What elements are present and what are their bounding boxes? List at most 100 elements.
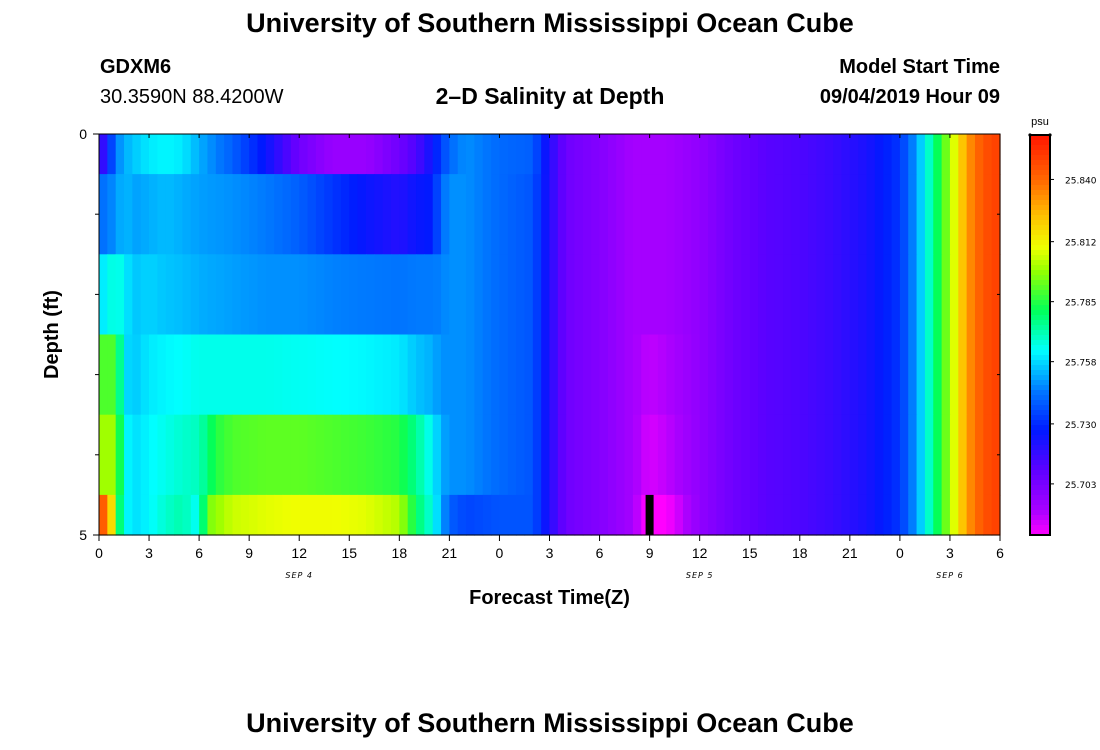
heatmap-cell [974, 494, 984, 536]
heatmap-cell [507, 494, 517, 536]
heatmap-cell [566, 334, 576, 416]
heatmap-cell [833, 414, 843, 496]
heatmap-cell [182, 494, 192, 536]
heatmap-cell [657, 414, 667, 496]
heatmap-cell [991, 174, 1001, 255]
heatmap-cell [799, 134, 809, 175]
heatmap-cell [624, 494, 634, 536]
heatmap-cell [507, 254, 517, 336]
heatmap-cell [249, 254, 259, 336]
heatmap-cell [207, 334, 217, 416]
heatmap-cell [541, 254, 551, 336]
heatmap-cell [849, 414, 859, 496]
heatmap-cell [841, 254, 851, 336]
x-tick-label: 15 [341, 545, 357, 561]
heatmap-cell [474, 254, 484, 336]
heatmap-cell [449, 334, 459, 416]
heatmap-cell [883, 174, 893, 255]
heatmap-cell [516, 254, 526, 336]
heatmap-cell [799, 414, 809, 496]
colorbar-segment [1030, 430, 1050, 436]
heatmap-cell [532, 134, 542, 175]
heatmap-cell [349, 414, 359, 496]
heatmap-cell [708, 174, 717, 255]
heatmap-cell [357, 334, 367, 416]
heatmap-cell [299, 494, 309, 536]
heatmap-cell [899, 254, 909, 336]
heatmap-cell [165, 414, 175, 496]
heatmap-cell [582, 174, 592, 255]
colorbar-segment [1030, 460, 1050, 466]
heatmap-cell [749, 254, 759, 336]
heatmap-cell [199, 414, 209, 496]
heatmap-cell [908, 334, 918, 416]
heatmap-cell [691, 254, 701, 336]
heatmap-cell [949, 134, 959, 175]
heatmap-cell [507, 174, 517, 255]
heatmap-cell [599, 414, 609, 496]
heatmap-cell [491, 134, 501, 175]
heatmap-cell [599, 494, 609, 536]
heatmap-cell [616, 494, 626, 536]
heatmap-cell [983, 494, 993, 536]
colorbar-segment [1030, 425, 1050, 431]
heatmap-cell [274, 414, 284, 496]
heatmap-cell [899, 134, 909, 175]
heatmap-cell [349, 134, 359, 175]
heatmap-cell [491, 334, 501, 416]
heatmap-cell [616, 414, 626, 496]
heatmap-cell [499, 254, 509, 336]
heatmap-cell [908, 254, 918, 336]
heatmap-cell [924, 254, 934, 336]
heatmap-cell [182, 254, 192, 336]
heatmap-cell [541, 414, 551, 496]
heatmap-cell [290, 494, 300, 536]
heatmap-cell [265, 414, 275, 496]
heatmap-cell [307, 254, 317, 336]
heatmap-cell [240, 414, 250, 496]
heatmap-cell [149, 134, 158, 175]
colorbar-segment [1030, 345, 1050, 351]
heatmap-cell [124, 254, 133, 336]
heatmap-cell [107, 134, 117, 175]
heatmap-cell [257, 134, 267, 175]
heatmap-cell [115, 414, 125, 496]
heatmap-cell [941, 174, 951, 255]
heatmap-cell [190, 254, 200, 336]
heatmap-cell [674, 334, 684, 416]
heatmap-cell [632, 174, 642, 255]
heatmap-cell [374, 494, 384, 536]
heatmap-cell [516, 494, 526, 536]
heatmap-cell [874, 414, 884, 496]
heatmap-cell [382, 414, 392, 496]
heatmap-cell [941, 254, 951, 336]
heatmap-cell [557, 254, 567, 336]
heatmap-cell [766, 134, 776, 175]
heatmap-cell [124, 334, 133, 416]
heatmap-cell [858, 494, 868, 536]
heatmap-cell [758, 254, 767, 336]
heatmap-cell [507, 134, 517, 175]
heatmap-cell [624, 174, 634, 255]
heatmap-cell [924, 134, 934, 175]
heatmap-cell [866, 134, 876, 175]
heatmap-cell [507, 334, 517, 416]
heatmap-cell [541, 134, 551, 175]
heatmap-cell [849, 174, 859, 255]
heatmap-cell [99, 254, 108, 336]
colorbar-segment [1030, 135, 1050, 141]
heatmap-cell [916, 494, 926, 536]
heatmap-cell [958, 254, 968, 336]
heatmap-cell [407, 334, 417, 416]
heatmap-cell [824, 254, 834, 336]
heatmap-cell [499, 414, 509, 496]
colorbar-frame [1029, 134, 1051, 536]
heatmap-cell [324, 174, 334, 255]
heatmap-cell [466, 254, 476, 336]
heatmap-cell [290, 254, 300, 336]
heatmap-cell [624, 254, 634, 336]
heatmap-cell [916, 334, 926, 416]
heatmap-cell [933, 414, 943, 496]
colorbar-segment [1030, 370, 1050, 376]
heatmap-cell [708, 334, 717, 416]
